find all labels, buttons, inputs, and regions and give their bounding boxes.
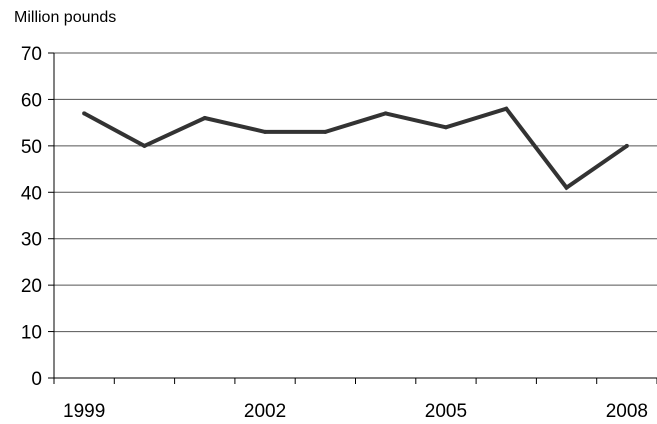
y-tick-label-40: 40 [21,183,42,204]
data-point-1999 [82,111,87,116]
y-tick-label-20: 20 [21,276,42,297]
x-tick-label-2002: 2002 [244,401,286,422]
y-tick-label-10: 10 [21,323,42,344]
data-point-2000 [142,143,147,148]
y-tick-label-30: 30 [21,230,42,251]
data-series [82,106,629,191]
x-tick-label-2008: 2008 [606,401,648,422]
data-point-2001 [202,116,207,120]
data-point-2006 [504,106,509,111]
gridlines [54,52,657,333]
data-point-2007 [564,185,569,190]
y-tick-label-0: 0 [31,369,42,390]
series-line-0 [83,106,629,191]
y-tick-label-60: 60 [21,90,42,111]
x-tick-label-2005: 2005 [425,401,467,422]
data-point-2004 [383,111,388,116]
axes [48,52,657,384]
x-tick-label-1999: 1999 [63,401,105,422]
y-tick-label-50: 50 [21,137,42,158]
tick-labels: 0 10 20 30 40 50 60 70 1999 2002 2005 2008 [21,44,648,422]
y-tick-label-70: 70 [21,44,42,65]
data-point-2008 [624,143,629,148]
data-point-2005 [443,125,448,130]
data-point-2003 [323,129,328,134]
data-point-2002 [263,129,268,134]
y-axis-label: Million pounds [14,9,116,26]
